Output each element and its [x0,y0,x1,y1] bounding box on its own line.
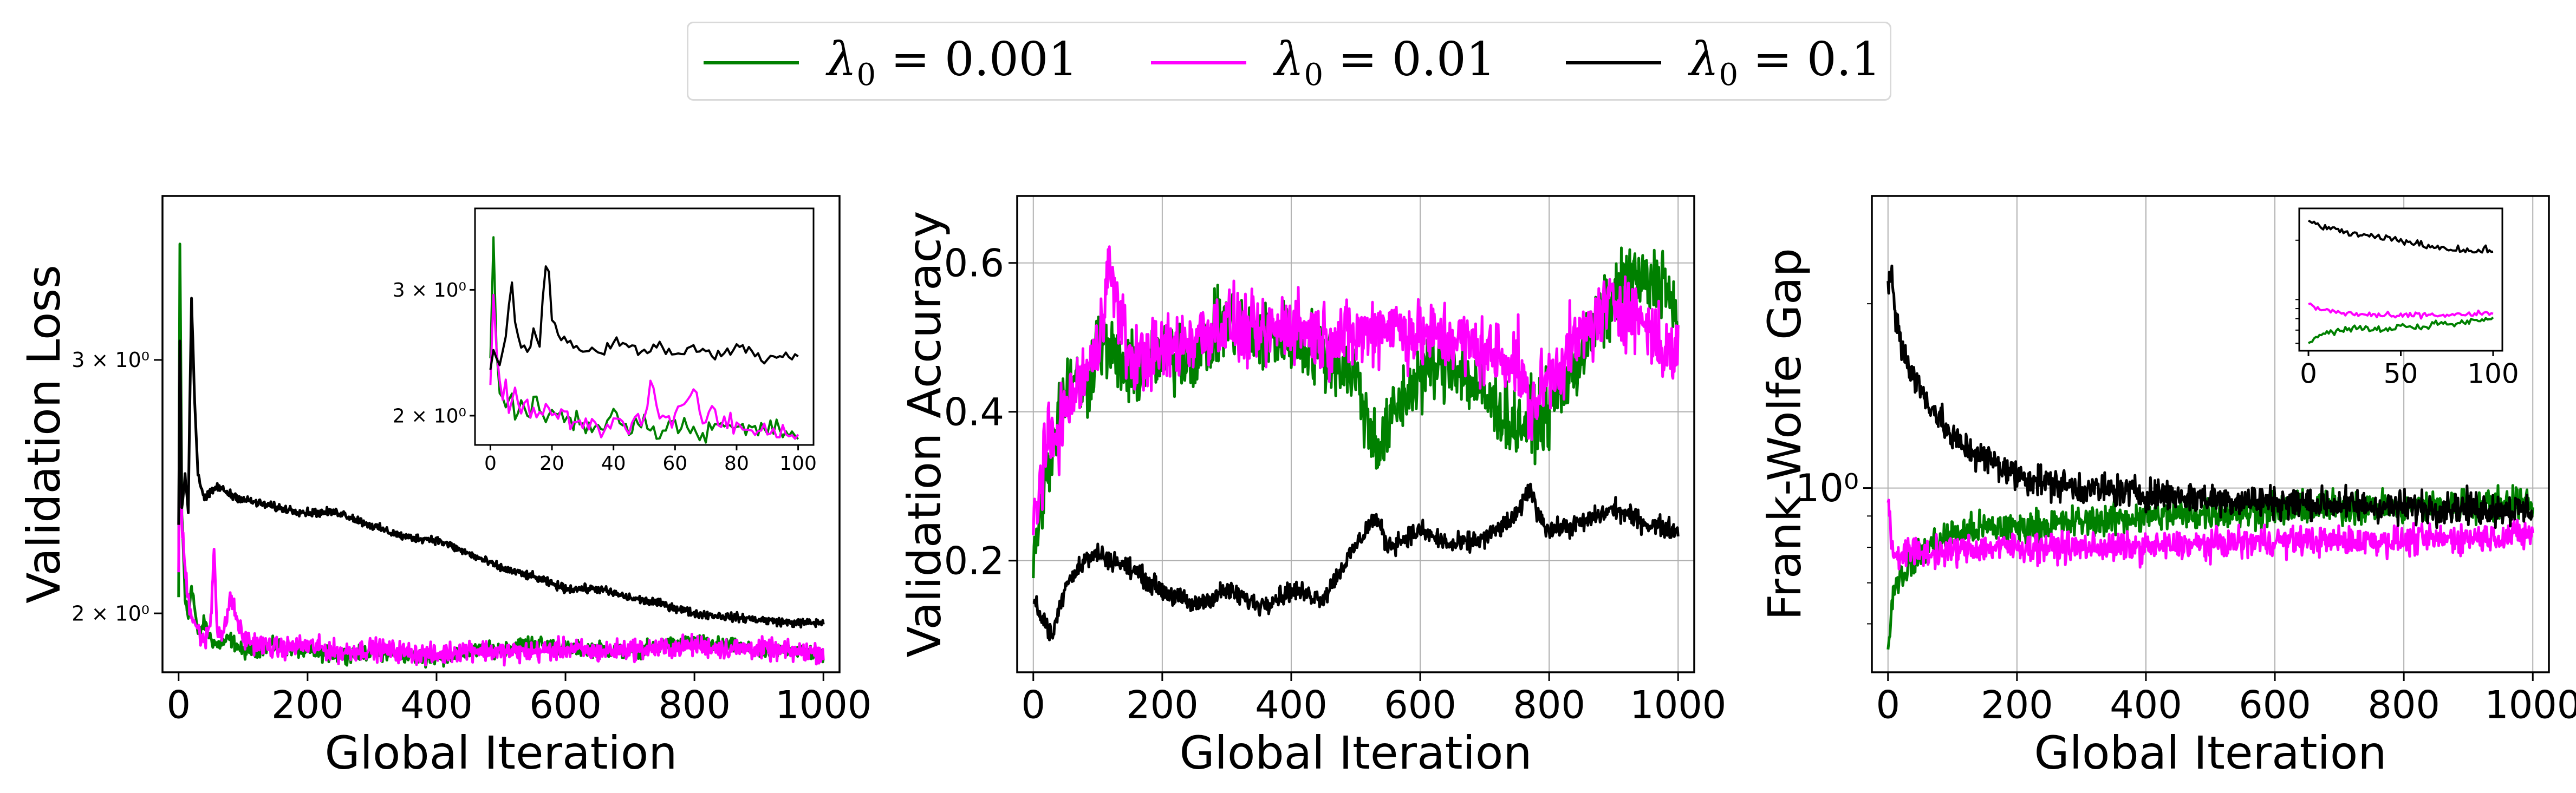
plot-frame [1016,195,1695,673]
plot-background [1017,196,1694,672]
plot-frame [161,195,841,673]
legend-label: λ0 = 0.01 [1274,32,1496,93]
plot-area: 0 200 400 600 800 1000 0.2 0.4 0.6 [944,195,1726,728]
x-tick-label: 20 [539,453,564,475]
y-tick-label: 10⁰ [1796,466,1859,510]
x-tick-label: 0 [2300,358,2317,390]
x-tick-label: 40 [601,453,626,475]
x-tick-label: 80 [724,453,749,475]
legend-label: λ0 = 0.1 [1689,32,1881,93]
x-tick-label: 600 [529,683,602,728]
legend-swatch-green [704,61,799,64]
x-tick-label: 800 [658,683,731,728]
y-tick-label: 2 × 10⁰ [393,405,466,428]
y-tick-label: 3 × 10⁰ [71,348,149,372]
series-line [2308,302,2494,320]
x-tick-label: 600 [1384,683,1456,728]
x-tick-label: 100 [2467,358,2519,390]
y-tick-label: 0.4 [944,390,1004,434]
series-line [177,297,825,629]
x-tick-label: 0 [1021,683,1045,728]
x-tick-label: 400 [400,683,473,728]
series-line [1032,245,1680,535]
inset-plot: 0 20 40 60 80 100 2 × 10⁰ 3 × 10⁰ [393,207,817,475]
legend-swatch-black [1566,61,1661,64]
x-axis-label: Global Iteration [1180,726,1532,779]
series-line [177,344,825,667]
y-tick-label: 3 × 10⁰ [393,279,466,302]
y-tick-label: 0.6 [944,241,1004,285]
series-line [1887,264,2534,529]
legend-entry-lambda-01: λ0 = 0.1 [1566,23,1881,102]
y-tick-label: 0.2 [944,539,1004,583]
x-tick-label: 800 [2367,683,2440,728]
series-line [489,293,799,440]
legend-entry-lambda-0001: λ0 = 0.001 [704,23,1078,102]
x-tick-label: 400 [2110,683,2182,728]
plot-background [2299,208,2502,351]
plot-frame [1871,195,2550,673]
plot-frame [474,207,815,446]
chart-panel-2: 0 200 400 600 800 1000 0.2 0.4 0.6 Global Iterati… [898,195,1726,779]
legend-label: λ0 = 0.001 [827,32,1078,93]
x-tick-label: 200 [1126,683,1199,728]
series-line [1887,499,2534,571]
series-line [489,265,799,370]
series-line [1032,482,1680,641]
y-axis-label: Validation Loss [17,265,70,604]
x-tick-label: 0 [1876,683,1900,728]
x-tick-label: 100 [779,453,817,475]
y-axis-label: Frank-Wolfe Gap [1758,248,1811,620]
x-tick-label: 1000 [775,683,871,728]
legend: λ0 = 0.001 λ0 = 0.01 λ0 = 0.1 [687,22,1891,101]
x-tick-label: 0 [484,453,497,475]
x-tick-label: 400 [1255,683,1328,728]
x-axis-label: Global Iteration [325,726,678,779]
legend-swatch-magenta [1151,61,1246,64]
x-tick-label: 50 [2384,358,2418,390]
series-line [2307,219,2494,254]
x-tick-label: 800 [1513,683,1585,728]
y-tick-label: 2 × 10⁰ [71,601,149,625]
y-axis-label: Validation Accuracy [898,211,951,658]
x-tick-label: 1000 [2484,683,2576,728]
x-tick-label: 600 [2239,683,2311,728]
x-tick-label: 0 [166,683,191,728]
legend-entry-lambda-001: λ0 = 0.01 [1151,23,1495,102]
x-tick-label: 200 [271,683,344,728]
x-tick-label: 60 [662,453,687,475]
series-line [2308,316,2494,344]
inset-plot: 0 50 100 [2295,207,2519,390]
x-tick-label: 200 [1981,683,2053,728]
x-tick-label: 1000 [1630,683,1726,728]
x-axis-label: Global Iteration [2034,726,2387,779]
